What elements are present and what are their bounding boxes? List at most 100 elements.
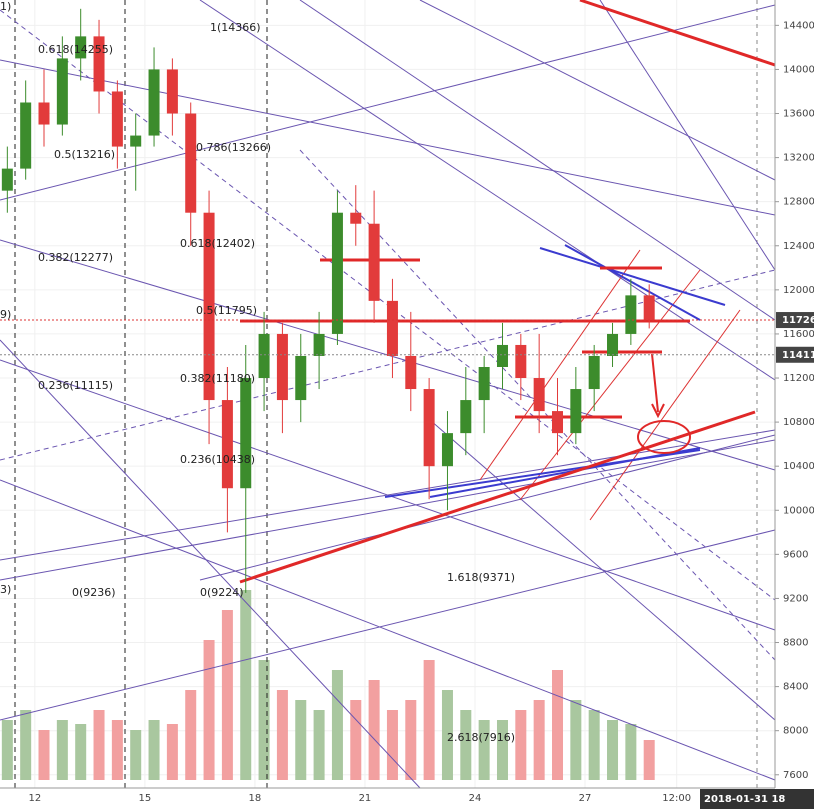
candle-body [130, 135, 142, 147]
y-tick-label: 8000 [783, 726, 808, 737]
annotation: 0.618(12402) [180, 237, 255, 250]
candle-body [551, 411, 564, 434]
candle-body [313, 333, 325, 356]
candle-body [221, 400, 233, 489]
annotation: 0.786(13266) [196, 141, 271, 154]
candle-body [405, 355, 417, 390]
volume-bar [203, 640, 215, 780]
volume-bar [533, 700, 545, 780]
y-tick-label: 12400 [783, 241, 814, 252]
y-tick-label: 11600 [783, 329, 814, 340]
volume-bar [56, 720, 68, 780]
volume-bar [276, 690, 288, 780]
annotation: 0.618(14255) [38, 43, 113, 56]
candle-body [496, 344, 508, 367]
x-tick-label: 12 [28, 793, 41, 804]
y-tick-label: 12000 [783, 285, 814, 296]
candle-body [111, 91, 123, 147]
candle-body [75, 36, 87, 59]
volume-bar [111, 720, 123, 780]
volume-bar [496, 720, 508, 780]
y-tick-label: 10800 [783, 417, 814, 428]
volume-bar [148, 720, 160, 780]
cursor-label: 2018-01-31 18 [704, 794, 785, 805]
candle-body [350, 212, 362, 224]
axes: 7600 8000 8400 8800 9200 9600 10000 10400 10800 1… [28, 20, 814, 809]
volume-bar [625, 724, 637, 780]
volume-bar [130, 730, 142, 780]
volume-bar [441, 690, 453, 780]
candle-body [148, 69, 160, 136]
cursor-flag [700, 789, 814, 809]
annotation: 9) [0, 308, 11, 321]
candle-body [570, 389, 582, 434]
candle-body [460, 400, 472, 434]
volume-bar [166, 724, 178, 780]
y-tick-label: 8800 [783, 638, 808, 649]
candle-body [478, 366, 490, 401]
volume-bar [38, 730, 50, 780]
y-tick-label: 13600 [783, 109, 814, 120]
volume-bar [331, 670, 343, 780]
annotation: 0.5(13216) [54, 148, 115, 161]
x-tick-label: 15 [139, 793, 152, 804]
candle-body [368, 223, 380, 301]
volume-bar [460, 710, 472, 780]
candle-body [588, 355, 600, 390]
x-tick-label: 24 [469, 793, 482, 804]
price-flag-label: 11411 [782, 350, 814, 361]
volume-bar [643, 740, 655, 780]
y-tick-label: 12800 [783, 197, 814, 208]
drawings [0, 0, 814, 789]
volume-bar [478, 720, 490, 780]
candle-body [625, 295, 637, 334]
y-tick-label: 7600 [783, 770, 808, 781]
annotation: 1.618(9371) [447, 571, 515, 584]
volume-bar [607, 720, 619, 780]
annotation: 2.618(7916) [447, 731, 515, 744]
y-tick-label: 13200 [783, 153, 814, 164]
y-tick-label: 11200 [783, 373, 814, 384]
annotation: 0.236(11115) [38, 379, 113, 392]
volume-bar [75, 724, 87, 780]
candle-body [533, 378, 545, 412]
candle-body [93, 36, 105, 92]
price-flag-label: 11726 [782, 315, 814, 326]
volume [1, 590, 655, 780]
x-tick-label: 27 [579, 793, 592, 804]
volume-bar [588, 710, 600, 780]
volume-bar [551, 670, 564, 780]
y-tick-label: 10000 [783, 505, 814, 516]
volume-bar [313, 710, 325, 780]
candle-body [515, 344, 527, 379]
annotation: 0.236(10438) [180, 453, 255, 466]
volume-bar [258, 660, 270, 780]
price-flag [776, 346, 814, 363]
candle-body [441, 433, 453, 467]
annotation: 0.382(12277) [38, 251, 113, 264]
y-tick-label: 8400 [783, 682, 808, 693]
price-flag [776, 312, 814, 329]
candle-body [386, 300, 398, 356]
annotations: 1) 0.618(14255) 1(14366) 0.5(13216) 0.786(13… [0, 0, 515, 744]
candle-body [607, 333, 619, 356]
candle-body [166, 69, 178, 114]
x-tick-label: 12:00 [662, 793, 691, 804]
annotation: 1) [0, 0, 11, 13]
candle-body [203, 212, 215, 401]
annotation: 0.382(11180) [180, 372, 255, 385]
volume-bar [221, 610, 233, 780]
volume-bar [240, 590, 252, 780]
volume-bar [1, 720, 13, 780]
candle-body [185, 113, 197, 213]
y-tick-label: 14000 [783, 64, 814, 75]
annotation: 0.5(11795) [196, 304, 257, 317]
volume-bar [295, 700, 307, 780]
annotation: 1(14366) [210, 21, 261, 34]
y-tick-label: 10400 [783, 461, 814, 472]
volume-bar [515, 710, 527, 780]
volume-bar [350, 700, 362, 780]
time-axis-bg [0, 788, 814, 810]
y-tick-label: 14400 [783, 20, 814, 31]
annotation: 3) [0, 583, 11, 596]
